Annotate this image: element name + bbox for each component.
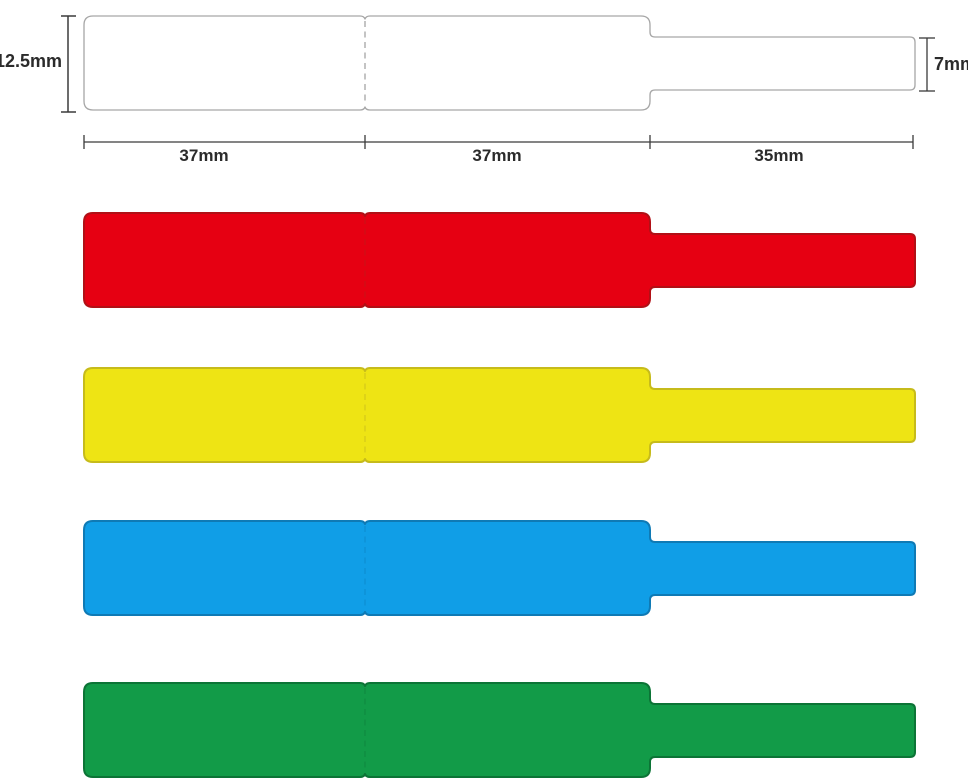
segment-width-label-3: 35mm <box>754 146 804 165</box>
label-shape-blue <box>83 520 916 616</box>
label-swatch-red <box>83 212 916 308</box>
tail-height-dimension-label: 7mm <box>934 54 968 74</box>
label-shape-blank <box>83 15 916 111</box>
label-shape-red <box>83 212 916 308</box>
segment-width-label-1: 37mm <box>179 146 229 165</box>
height-dimension-label: ŋ12.5mm <box>0 51 62 72</box>
segment-width-label-2: 37mm <box>472 146 522 165</box>
width-dimension-line <box>83 135 914 149</box>
label-shape-yellow <box>83 367 916 463</box>
height-dimension-line <box>61 15 76 113</box>
height-dimension-value: 12.5mm <box>0 51 62 71</box>
label-swatch-green <box>83 682 916 778</box>
label-shape-green <box>83 682 916 778</box>
tail-height-dimension-line <box>919 37 935 92</box>
label-swatch-blue <box>83 520 916 616</box>
dimension-annotations <box>61 15 935 149</box>
label-swatch-yellow <box>83 367 916 463</box>
label-swatch-blank <box>83 15 916 111</box>
